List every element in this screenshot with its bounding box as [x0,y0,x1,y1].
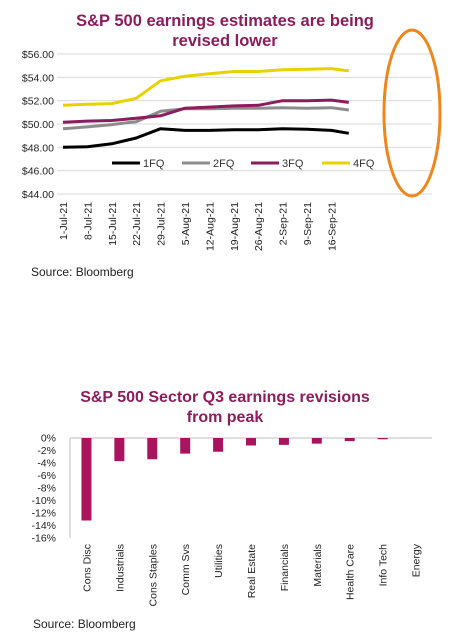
y-tick-label: -14% [31,520,56,532]
bar-chart-source: Source: Bloomberg [33,617,136,631]
line-chart-x-axis: 1-Jul-21 8-Jul-21 15-Jul-21 22-Jul-21 29-Jul… [58,202,338,251]
bar-chart-y-axis: 0%-2%-4%-6%-8%-10%-12%-14%-16% [31,433,432,545]
x-tick-label: Financials [279,544,291,591]
line-chart-title-line2: revised lower [172,32,278,50]
x-tick-label: Cons Staples [147,544,159,606]
legend-label: 2FQ [213,158,235,170]
y-tick-label: -8% [37,483,56,495]
y-tick-label: $50.00 [22,119,54,131]
bar-industrials [114,438,125,462]
legend-label: 1FQ [143,158,165,170]
series-line-4FQ [62,67,349,107]
y-tick-label: -10% [31,495,56,507]
series-line-1FQ [62,127,350,149]
x-tick-label: 22-Jul-21 [131,202,143,246]
y-tick-label: $48.00 [22,142,54,154]
y-tick-label: -16% [31,533,56,545]
line-chart-legend: 1FQ 2FQ 3FQ 4FQ [112,158,375,170]
line-chart-series [62,67,350,149]
bar-comm-svs [180,438,191,454]
series-line-3FQ [62,98,349,124]
y-tick-label: $56.00 [22,49,54,61]
y-tick-label: -2% [37,445,56,457]
bar-chart-title-line2: from peak [187,409,264,426]
x-tick-label: Energy [411,543,423,577]
x-tick-label: 12-Aug-21 [204,202,216,251]
y-tick-label: $52.00 [22,96,54,108]
bar-info-tech [377,438,388,440]
bar-cons-staples [147,438,158,460]
highlight-ellipse [382,28,442,198]
earnings-estimates-line-chart: S&P 500 earnings estimates are being rev… [22,12,442,279]
x-tick-label: 15-Jul-21 [107,202,119,246]
bar-health-care [344,438,355,442]
bar-chart-x-axis: Cons Disc Industrials Cons Staples Comm Svs… [81,543,422,606]
x-tick-label: Comm Svs [180,544,192,595]
legend-label: 4FQ [353,158,375,170]
x-tick-label: 1-Jul-21 [58,202,70,240]
y-tick-label: $54.00 [22,72,54,84]
sector-revisions-bar-chart: S&P 500 Sector Q3 earnings revisions fro… [31,389,432,631]
x-tick-label: 8-Jul-21 [82,202,94,240]
bar-materials [311,438,322,444]
bar-chart-bars [81,438,388,521]
bar-utilities [213,438,224,452]
x-tick-label: Info Tech [378,544,390,587]
x-tick-label: 5-Aug-21 [180,202,192,245]
x-tick-label: Cons Disc [81,544,93,592]
y-tick-label: -4% [37,458,56,470]
y-tick-label: $44.00 [22,189,54,201]
bar-real-estate [246,438,256,446]
x-tick-label: Utilities [213,544,225,578]
x-tick-label: Real Estate [246,544,258,598]
x-tick-label: Industrials [114,544,126,592]
x-tick-label: Health Care [345,544,357,600]
x-tick-label: 9-Sep-21 [302,202,314,245]
x-tick-label: 2-Sep-21 [278,202,290,245]
x-tick-label: 29-Jul-21 [156,202,168,246]
x-tick-label: Materials [312,544,324,587]
legend-label: 3FQ [282,158,304,170]
y-tick-label: $46.00 [22,166,54,178]
bar-cons-disc [81,438,92,521]
y-tick-label: -12% [31,508,56,520]
x-tick-label: 16-Sep-21 [326,202,338,251]
line-chart-title-line1: S&P 500 earnings estimates are being [76,12,374,30]
x-tick-label: 19-Aug-21 [229,202,241,251]
line-chart-y-axis: $44.00 $46.00 $48.00 $50.00 $52.00 $54.00 $56.… [22,49,54,201]
bar-financials [278,438,289,445]
y-tick-label: -6% [37,470,56,482]
series-line-2FQ [62,106,349,131]
y-tick-label: 0% [41,433,56,445]
line-chart-source: Source: Bloomberg [31,265,134,279]
x-tick-label: 26-Aug-21 [253,202,265,251]
bar-chart-title-line1: S&P 500 Sector Q3 earnings revisions [80,389,370,406]
